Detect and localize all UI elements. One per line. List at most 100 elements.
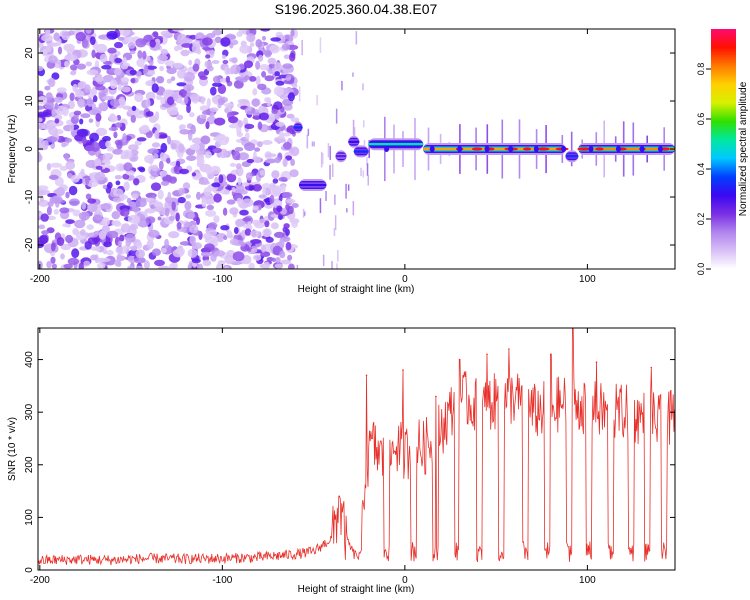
- noise-blob: [275, 121, 285, 127]
- snr-y-axis-label: SNR (10 * v/v): [7, 417, 18, 481]
- noise-blob: [239, 44, 251, 54]
- noise-blob: [157, 189, 164, 200]
- noise-blob: [157, 216, 162, 221]
- noise-blob: [251, 156, 262, 163]
- noise-blob: [95, 43, 108, 54]
- noise-blob: [168, 215, 175, 221]
- noise-blob: [94, 76, 104, 82]
- tone-segment: [565, 154, 579, 158]
- sparse-streak: [367, 174, 369, 186]
- noise-blob: [273, 86, 284, 96]
- noise-blob: [244, 142, 256, 151]
- noise-blob: [105, 255, 116, 266]
- noise-blob: [139, 110, 145, 115]
- noise-blob: [248, 185, 254, 191]
- noise-blob: [125, 36, 136, 43]
- noise-blob: [137, 50, 143, 59]
- tone-segment: [335, 154, 347, 158]
- noise-blob: [212, 75, 222, 84]
- noise-blob: [259, 218, 266, 223]
- noise-blob: [248, 262, 255, 269]
- noise-blob: [54, 118, 60, 124]
- noise-blob: [39, 234, 49, 245]
- noise-blob: [44, 101, 54, 110]
- noise-blob: [166, 78, 172, 84]
- noise-blob: [264, 97, 270, 103]
- noise-blob: [50, 162, 62, 168]
- noise-blob: [68, 185, 78, 196]
- noise-blob: [127, 42, 136, 49]
- noise-blob: [217, 84, 227, 95]
- noise-blob: [38, 152, 42, 162]
- noise-blob: [136, 58, 145, 68]
- y-tick-label: 200: [24, 456, 35, 473]
- noise-blob: [85, 175, 90, 186]
- noise-blob: [230, 65, 235, 75]
- noise-blob: [189, 34, 197, 40]
- noise-blob: [179, 168, 189, 175]
- noise-blob: [259, 63, 270, 71]
- noise-blob: [72, 209, 81, 217]
- noise-blob: [130, 78, 136, 84]
- noise-blob: [88, 118, 94, 123]
- sparse-streak: [306, 134, 309, 149]
- noise-blob: [116, 253, 122, 263]
- noise-blob: [167, 135, 171, 145]
- noise-blob: [285, 155, 293, 161]
- noise-blob: [280, 184, 286, 193]
- tone-segment: [293, 126, 303, 129]
- noise-blob: [86, 69, 99, 76]
- noise-blob: [39, 46, 50, 55]
- noise-blob: [74, 90, 85, 98]
- noise-blob: [252, 88, 258, 96]
- noise-blob: [187, 131, 193, 141]
- noise-blob: [45, 92, 53, 101]
- noise-blob: [207, 230, 218, 236]
- noise-blob: [290, 117, 300, 123]
- y-tick-label: 300: [24, 403, 35, 420]
- sparse-streak: [366, 163, 369, 176]
- noise-blob: [260, 244, 266, 253]
- noise-blob: [65, 219, 75, 225]
- noise-blob: [98, 257, 111, 263]
- x-tick-label: 0: [402, 274, 408, 285]
- noise-blob: [132, 205, 140, 213]
- sparse-streak: [347, 184, 350, 191]
- noise-blob: [252, 184, 262, 192]
- noise-blob: [231, 57, 238, 64]
- noise-blob: [280, 259, 292, 265]
- noise-blob: [238, 120, 244, 128]
- tone-gap: [561, 146, 567, 152]
- noise-blob: [47, 42, 52, 53]
- noise-blob: [65, 137, 73, 143]
- noise-blob: [145, 65, 157, 70]
- sparse-streak: [333, 228, 336, 236]
- noise-blob: [283, 79, 295, 85]
- noise-blob: [212, 147, 222, 153]
- noise-blob: [252, 205, 259, 211]
- noise-blob: [267, 57, 277, 65]
- sparse-streak: [316, 95, 318, 106]
- noise-blob: [273, 101, 283, 110]
- noise-blob: [213, 193, 222, 203]
- noise-blob: [246, 33, 256, 43]
- noise-blob: [99, 53, 108, 63]
- noise-blob: [78, 211, 90, 221]
- noise-blob: [138, 125, 150, 134]
- noise-blob: [106, 249, 114, 256]
- noise-blob: [226, 199, 236, 205]
- noise-blob: [70, 64, 78, 71]
- noise-blob: [174, 165, 180, 172]
- noise-blob: [287, 254, 293, 261]
- x-tick-label: -100: [212, 575, 232, 586]
- noise-blob: [190, 124, 196, 135]
- noise-blob: [191, 137, 203, 144]
- x-tick-label: -200: [30, 575, 50, 586]
- noise-blob: [151, 248, 161, 256]
- noise-blob: [48, 174, 59, 180]
- noise-blob: [135, 265, 144, 269]
- noise-blob: [188, 59, 193, 66]
- noise-blob: [177, 196, 186, 204]
- noise-blob: [149, 39, 156, 48]
- sparse-streak: [362, 83, 364, 91]
